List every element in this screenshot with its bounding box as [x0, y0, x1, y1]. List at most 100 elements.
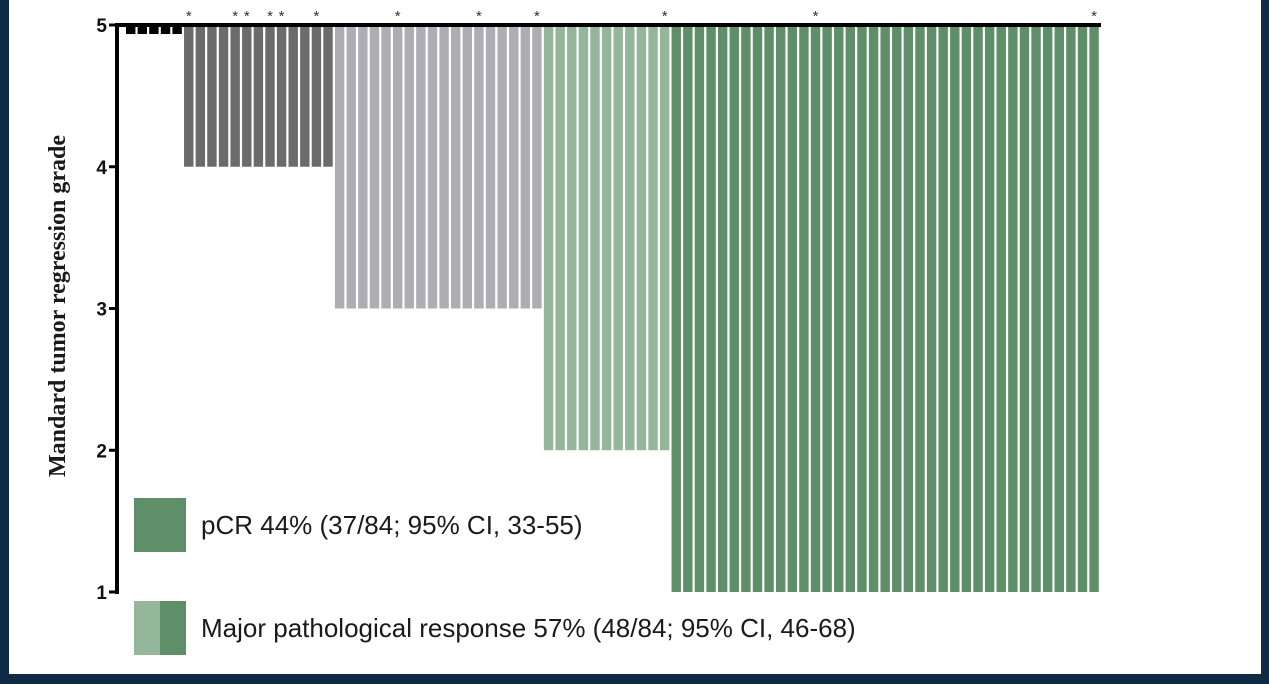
bar-2: [137, 25, 148, 34]
bar-75: [984, 25, 995, 592]
bar-33: [497, 25, 507, 309]
bar-71: [938, 25, 948, 592]
bar-18: [323, 25, 333, 167]
bar-60: [810, 25, 821, 592]
bar-28: [439, 25, 449, 309]
bar-47: [659, 25, 670, 451]
y-axis-title: Mandard tumor regression grade: [45, 135, 71, 477]
bar-53: [729, 25, 739, 592]
marker-5: *: [279, 8, 285, 25]
bar-39: [567, 25, 577, 451]
bar-51: [706, 25, 716, 592]
bar-1: [126, 25, 136, 34]
bar-48: [671, 25, 681, 592]
legend: pCR 44% (37/84; 95% CI, 33-55) Major path…: [134, 498, 856, 655]
bar-26: [416, 25, 426, 309]
legend-swatch-1-1: [134, 498, 186, 552]
bar-50: [694, 25, 705, 592]
y-tick-label-1: 1: [96, 583, 107, 604]
bar-56: [764, 25, 774, 592]
bar-78: [1019, 25, 1030, 592]
bar-36: [532, 25, 542, 309]
bar-14: [276, 25, 287, 167]
bar-69: [915, 25, 925, 592]
bar-80: [1042, 25, 1053, 592]
bar-24: [392, 25, 403, 309]
bar-31: [474, 25, 484, 309]
bars-layer: [126, 25, 1099, 592]
bar-10: [230, 25, 240, 167]
y-axis: 1 2 3 4 5: [96, 16, 1101, 604]
bar-20: [346, 25, 356, 309]
bar-65: [868, 25, 879, 592]
legend-label-1: pCR 44% (37/84; 95% CI, 33-55): [201, 510, 583, 540]
marker-7: *: [395, 8, 401, 25]
bar-74: [973, 25, 983, 592]
bar-57: [776, 25, 786, 592]
bar-81: [1054, 25, 1064, 592]
bar-29: [451, 25, 461, 309]
bar-61: [822, 25, 832, 592]
marker-1: *: [186, 8, 192, 25]
bar-41: [590, 25, 600, 451]
markers-layer: * * * * * * * * * * * *: [186, 8, 1097, 25]
bar-82: [1066, 25, 1076, 592]
bar-27: [427, 25, 438, 309]
bar-70: [926, 25, 937, 592]
marker-10: *: [662, 8, 668, 25]
bar-59: [799, 25, 809, 592]
marker-4: *: [267, 8, 273, 25]
marker-6: *: [313, 8, 319, 25]
bar-12: [253, 25, 264, 167]
y-tick-label-3: 3: [96, 300, 107, 321]
bar-45: [636, 25, 647, 451]
marker-2: *: [232, 8, 238, 25]
legend-swatch-2-1: [134, 601, 160, 655]
bar-19: [334, 25, 345, 309]
bar-23: [381, 25, 391, 309]
bar-77: [1008, 25, 1018, 592]
marker-9: *: [534, 8, 540, 25]
bar-32: [485, 25, 496, 309]
y-tick-label-4: 4: [96, 158, 107, 179]
bar-5: [172, 25, 182, 34]
bar-22: [369, 25, 380, 309]
bar-11: [242, 25, 252, 167]
bar-13: [265, 25, 275, 167]
bar-67: [892, 25, 902, 592]
bar-34: [509, 25, 519, 309]
marker-8: *: [476, 8, 482, 25]
bar-72: [950, 25, 960, 592]
bar-62: [834, 25, 844, 592]
bar-55: [752, 25, 763, 592]
bar-63: [845, 25, 856, 592]
bar-76: [996, 25, 1006, 592]
figure-frame: * * * * * * * * * * * * 1 2 3 4 5 Mandard tumor regress…: [9, 0, 1261, 674]
bar-54: [741, 25, 751, 592]
bar-6: [184, 25, 194, 167]
bar-38: [555, 25, 565, 451]
bar-4: [160, 25, 171, 34]
bar-79: [1031, 25, 1041, 592]
bar-83: [1077, 25, 1088, 592]
waterfall-chart: * * * * * * * * * * * * 1 2 3 4 5 Mandard tumor regress…: [45, 8, 1101, 655]
bar-66: [880, 25, 890, 592]
bar-73: [961, 25, 972, 592]
marker-12: *: [1091, 8, 1097, 25]
bar-17: [311, 25, 322, 167]
y-tick-label-5: 5: [96, 16, 107, 37]
bar-8: [207, 25, 217, 167]
bar-84: [1089, 25, 1099, 592]
legend-swatch-2-2: [160, 601, 186, 655]
bar-46: [648, 25, 658, 451]
bar-37: [543, 25, 554, 451]
bar-30: [462, 25, 473, 309]
bar-52: [717, 25, 728, 592]
bar-42: [601, 25, 612, 451]
bar-7: [195, 25, 206, 167]
bar-25: [404, 25, 414, 309]
bar-40: [578, 25, 589, 451]
bar-43: [613, 25, 623, 451]
bar-16: [300, 25, 310, 167]
marker-11: *: [813, 8, 819, 25]
